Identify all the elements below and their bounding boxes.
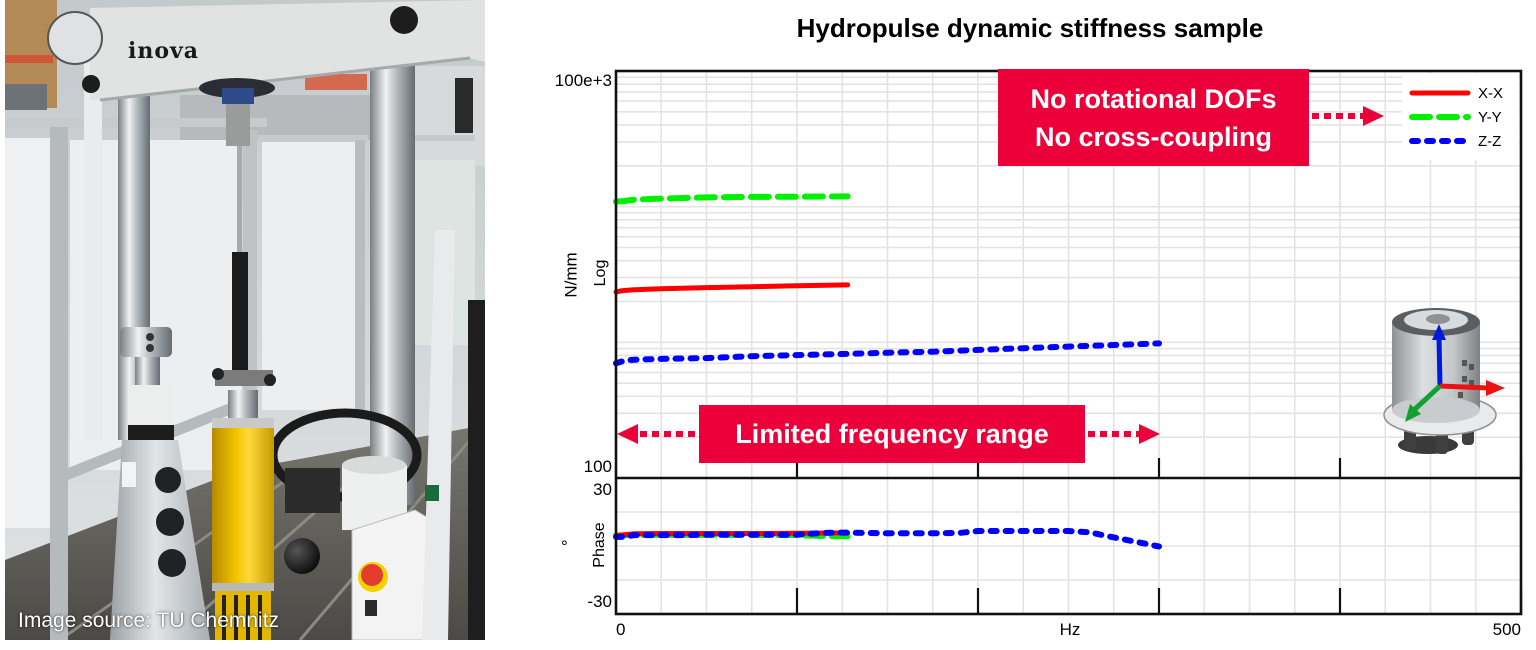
y-axis-phase-label: Phase: [591, 522, 608, 568]
arrow-right-icon: [1139, 424, 1160, 444]
brand-logo: inova: [128, 38, 199, 64]
phase-series-z-z: [613, 528, 1162, 550]
yellow-actuator: [212, 428, 274, 586]
magnitude-series-z-z: [613, 340, 1162, 367]
y-axis-unit-magnitude: N/mm: [561, 252, 581, 298]
no-rotational-dofs-callout: No rotational DOFs No cross-coupling: [998, 69, 1309, 166]
legend: X-X Y-Y Z-Z: [1402, 73, 1519, 160]
legend-swatches: [1409, 90, 1471, 144]
limited-frequency-range-callout: Limited frequency range: [699, 405, 1085, 463]
arrow-left-icon: [617, 424, 638, 444]
bushing-xyz-axes-icon: [1383, 308, 1505, 454]
callout-line-2: No cross-coupling: [1034, 122, 1272, 152]
legend-label-x: X-X: [1478, 85, 1504, 102]
emergency-stop-button-in-photo: [361, 564, 383, 586]
test-rig-photo: inova: [5, 0, 485, 640]
y-max-label-magnitude: 100e+3: [554, 71, 612, 90]
hydropulse-rig-image: inova: [5, 0, 485, 640]
range-double-arrow-icon: [617, 424, 1160, 444]
y-max-label-phase: 30: [593, 480, 612, 499]
callout-line-1: No rotational DOFs: [1030, 84, 1277, 114]
x-min-label: 0: [616, 620, 626, 639]
chart-title: Hydropulse dynamic stiffness sample: [796, 13, 1264, 43]
crosshead: [90, 0, 485, 100]
y-min-label-magnitude: 100: [583, 457, 612, 476]
y-axis-unit-phase: °: [561, 537, 568, 556]
magnitude-series-x-x: [613, 282, 851, 295]
data-series: [613, 193, 1162, 550]
x-max-label: 500: [1492, 620, 1521, 639]
y-axis-scale-label: Log: [592, 259, 609, 287]
legend-label-y: Y-Y: [1478, 109, 1502, 126]
legend-label-z: Z-Z: [1478, 133, 1502, 150]
image-source-caption: Image source: TU Chemnitz: [18, 609, 280, 632]
magnitude-series-y-y: [613, 193, 851, 205]
x-axis-label: Hz: [1059, 620, 1081, 639]
y-min-label-phase: -30: [587, 592, 612, 611]
dof-arrow-right-icon: [1312, 106, 1384, 126]
